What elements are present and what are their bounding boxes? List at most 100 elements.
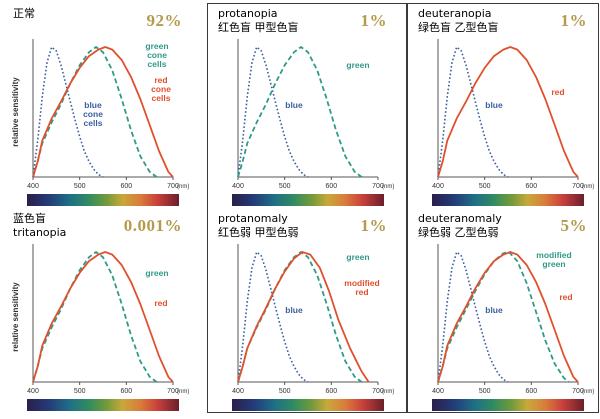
spectrum-bar	[432, 194, 584, 206]
x-unit-label: (nm)	[382, 389, 394, 395]
red-sensitivity-curve	[32, 46, 174, 178]
x-unit-label: (nm)	[382, 184, 394, 190]
blue-curve-label: blue	[485, 305, 503, 315]
x-tick-label: 600	[325, 183, 337, 190]
x-tick-label: 600	[525, 388, 537, 395]
panel-title: 蓝色盲	[13, 212, 46, 225]
panel-subtitle: 红色弱 甲型色弱	[218, 226, 299, 239]
spectrum-bar	[232, 194, 384, 206]
x-tick-label: 700	[167, 183, 179, 190]
x-tick-label: 700	[572, 183, 584, 190]
x-tick-label: 400	[232, 183, 244, 190]
x-tick-label: 500	[479, 183, 491, 190]
dichromacy-anomaly-frame-left	[207, 3, 407, 413]
blue-sensitivity-curve	[237, 46, 309, 178]
red-sensitivity-curve	[32, 251, 174, 383]
x-tick-label: 400	[432, 388, 444, 395]
modred-sensitivity-curve	[237, 251, 370, 383]
panel-3: 蓝色盲 tritanopia 0.001% 400 500 600 700 (nm) relat…	[5, 210, 190, 415]
x-tick-label: 600	[525, 183, 537, 190]
modred-curve-label: modified	[344, 278, 379, 288]
population-percent: 0.001%	[123, 216, 182, 235]
population-percent: 92%	[146, 11, 182, 30]
red-sensitivity-curve	[437, 46, 579, 178]
red-curve-label: red	[154, 298, 167, 308]
spectrum-bar	[27, 194, 179, 206]
blue-curve-label: blue	[485, 100, 503, 110]
blue-curve-label: blue	[285, 100, 303, 110]
panel-subtitle: tritanopia	[13, 226, 67, 239]
x-tick-label: 500	[74, 183, 86, 190]
x-tick-label: 700	[372, 388, 384, 395]
blue-curve-label: cells	[84, 118, 103, 128]
red-curve-label: red	[551, 87, 564, 97]
panel-2: deuteranopia 绿色盲 乙型色盲 1% 400 500 600 700 (nm) bl…	[410, 5, 595, 210]
dichromacy-anomaly-frame-right	[407, 3, 599, 413]
green-sensitivity-curve	[237, 251, 363, 383]
panel-title: deuteranopia	[418, 7, 492, 20]
green-sensitivity-curve	[32, 251, 158, 383]
red-curve-label: red	[154, 75, 167, 85]
x-unit-label: (nm)	[582, 184, 594, 190]
green-curve-label: green	[346, 60, 369, 70]
modred-curve-label: red	[355, 287, 368, 297]
green-curve-label: cone	[147, 50, 167, 60]
population-percent: 1%	[360, 216, 387, 235]
x-tick-label: 700	[167, 388, 179, 395]
x-tick-label: 600	[120, 388, 132, 395]
x-unit-label: (nm)	[582, 389, 594, 395]
x-tick-label: 500	[74, 388, 86, 395]
green-curve-label: cells	[148, 59, 167, 69]
panel-subtitle: 红色盲 甲型色盲	[218, 21, 299, 34]
population-percent: 1%	[360, 11, 387, 30]
panel-title: deuteranomaly	[418, 212, 502, 225]
x-tick-label: 500	[479, 388, 491, 395]
red-curve-label: cells	[152, 93, 171, 103]
green-sensitivity-curve	[32, 46, 158, 178]
y-axis-label: relative sensitivity	[11, 282, 20, 352]
x-tick-label: 400	[27, 183, 39, 190]
blue-sensitivity-curve	[437, 251, 509, 383]
modgreen-curve-label: green	[542, 259, 565, 269]
population-percent: 5%	[560, 216, 587, 235]
green-curve-label: green	[346, 252, 369, 262]
x-tick-label: 600	[325, 388, 337, 395]
blue-curve-label: blue	[84, 100, 102, 110]
x-unit-label: (nm)	[177, 184, 189, 190]
modgreen-curve-label: modified	[536, 250, 571, 260]
sensitivity-plot: 400 500 600 700(nm) blue red	[432, 39, 594, 206]
red-curve-label: red	[559, 292, 572, 302]
x-tick-label: 400	[232, 388, 244, 395]
spectrum-bar	[27, 399, 179, 411]
green-curve-label: green	[145, 268, 168, 278]
x-tick-label: 700	[372, 183, 384, 190]
panel-1: protanopia 红色盲 甲型色盲 1% 400 500 600 700 (nm) blue…	[210, 5, 395, 210]
spectrum-bar	[432, 399, 584, 411]
y-axis-label: relative sensitivity	[11, 77, 20, 147]
sensitivity-plot: 400 500 600 700(nm) relative sensitivity gree…	[11, 244, 189, 411]
blue-sensitivity-curve	[437, 46, 509, 178]
green-sensitivity-curve	[237, 46, 363, 178]
spectrum-bar	[232, 399, 384, 411]
x-tick-label: 400	[27, 388, 39, 395]
blue-sensitivity-curve	[237, 251, 309, 383]
panel-0: 正常 92% 400 500 600 700 (nm) relative sensitivit…	[5, 5, 190, 210]
sensitivity-plot: 400 500 600 700(nm) blue green	[232, 39, 394, 206]
panel-5: deuteranomaly 绿色弱 乙型色弱 5% 400 500 600 700 (nm) b…	[410, 210, 595, 415]
panel-title: protanopia	[218, 7, 278, 20]
green-curve-label: green	[145, 41, 168, 51]
panel-subtitle: 绿色盲 乙型色盲	[418, 21, 499, 34]
x-tick-label: 600	[120, 183, 132, 190]
sensitivity-plot: 400 500 600 700(nm) relative sensitivity blue…	[11, 39, 189, 206]
blue-curve-label: cone	[83, 109, 103, 119]
x-tick-label: 500	[279, 183, 291, 190]
blue-curve-label: blue	[285, 305, 303, 315]
x-unit-label: (nm)	[177, 389, 189, 395]
modgreen-sensitivity-curve	[437, 251, 570, 383]
x-tick-label: 500	[279, 388, 291, 395]
red-sensitivity-curve	[437, 251, 579, 383]
panel-4: protanomaly 红色弱 甲型色弱 1% 400 500 600 700 (nm) blu…	[210, 210, 395, 415]
panel-title: 正常	[13, 7, 35, 20]
